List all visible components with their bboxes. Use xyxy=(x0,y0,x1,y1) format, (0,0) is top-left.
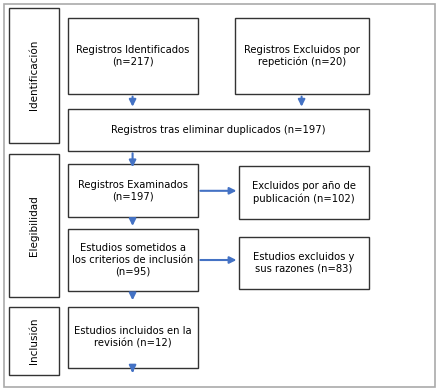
Text: Estudios incluidos en la
revisión (n=12): Estudios incluidos en la revisión (n=12) xyxy=(74,326,191,348)
Text: Estudios sometidos a
los criterios de inclusión
(n=95): Estudios sometidos a los criterios de in… xyxy=(72,244,193,276)
Bar xyxy=(68,229,197,291)
Bar xyxy=(9,8,59,143)
Bar xyxy=(9,154,59,297)
Bar xyxy=(234,18,368,94)
Text: Registros Identificados
(n=217): Registros Identificados (n=217) xyxy=(76,45,189,66)
Text: Registros tras eliminar duplicados (n=197): Registros tras eliminar duplicados (n=19… xyxy=(111,125,325,135)
Bar xyxy=(9,307,59,375)
Bar xyxy=(239,166,368,219)
Bar xyxy=(68,164,197,217)
Text: Registros Excluidos por
repetición (n=20): Registros Excluidos por repetición (n=20… xyxy=(244,45,359,67)
Bar xyxy=(239,237,368,289)
Text: Registros Examinados
(n=197): Registros Examinados (n=197) xyxy=(78,180,187,201)
Text: Inclusión: Inclusión xyxy=(29,318,39,364)
Text: Identificación: Identificación xyxy=(29,40,39,110)
Bar xyxy=(68,307,197,368)
Bar xyxy=(68,18,197,94)
Text: Estudios excluidos y
sus razones (n=83): Estudios excluidos y sus razones (n=83) xyxy=(253,252,354,274)
Text: Elegibilidad: Elegibilidad xyxy=(29,196,39,256)
Bar xyxy=(68,109,368,151)
Text: Excluidos por año de
publicación (n=102): Excluidos por año de publicación (n=102) xyxy=(251,181,355,204)
